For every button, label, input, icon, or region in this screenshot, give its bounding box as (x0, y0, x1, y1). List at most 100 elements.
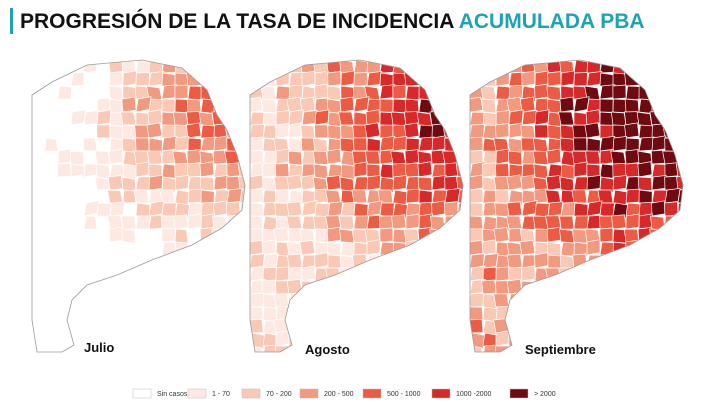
district (161, 319, 178, 336)
district (456, 174, 463, 191)
district (586, 267, 601, 282)
district (677, 97, 683, 113)
district (108, 241, 124, 258)
district (353, 202, 369, 219)
district (392, 319, 409, 334)
district (69, 150, 85, 166)
district (558, 267, 575, 282)
district (133, 293, 150, 308)
district (275, 148, 290, 165)
district (456, 254, 463, 270)
district (650, 266, 666, 282)
district (288, 304, 303, 321)
district (57, 330, 72, 347)
district (649, 110, 666, 126)
district (379, 60, 396, 74)
district (120, 267, 137, 282)
district (250, 188, 264, 204)
district (200, 293, 216, 310)
district (612, 306, 629, 323)
district (662, 241, 679, 256)
district (174, 344, 191, 352)
district (122, 292, 138, 308)
district (188, 359, 203, 373)
district (419, 359, 434, 373)
district (288, 330, 303, 347)
district (32, 71, 46, 87)
district (675, 150, 683, 166)
district (274, 202, 290, 217)
district (96, 83, 111, 100)
district (443, 254, 459, 269)
district (148, 200, 165, 217)
district (70, 109, 86, 126)
district (392, 174, 408, 191)
district (507, 318, 523, 334)
district (573, 161, 588, 178)
district (506, 241, 523, 258)
district (134, 359, 149, 374)
district (135, 202, 151, 219)
district (44, 162, 59, 178)
district (597, 332, 614, 348)
district (68, 96, 85, 113)
district (224, 293, 241, 310)
district (664, 85, 680, 100)
district (200, 306, 216, 323)
district (431, 241, 447, 257)
district (494, 189, 510, 204)
district (314, 109, 330, 126)
district (213, 84, 230, 100)
district (470, 306, 484, 321)
district (573, 96, 590, 113)
district (70, 227, 85, 243)
district (32, 202, 46, 217)
district (300, 124, 316, 140)
district (212, 215, 228, 231)
district (662, 293, 679, 310)
district (546, 241, 562, 258)
district (275, 110, 290, 126)
district (366, 317, 383, 334)
district (161, 266, 176, 282)
district (340, 304, 355, 321)
district (366, 293, 381, 310)
district (677, 280, 683, 295)
district (225, 345, 241, 352)
district (470, 174, 484, 191)
district (42, 72, 59, 87)
district (57, 110, 72, 126)
district (678, 359, 692, 372)
district (638, 293, 654, 310)
district (226, 188, 243, 204)
district (546, 60, 562, 74)
district (70, 60, 86, 74)
district (32, 253, 47, 269)
district (457, 345, 463, 352)
district (70, 330, 85, 347)
district (520, 124, 536, 140)
district (470, 150, 484, 165)
district (326, 226, 342, 243)
district (366, 200, 383, 217)
district (275, 330, 290, 347)
district (494, 202, 510, 217)
district (519, 239, 536, 256)
district (326, 148, 342, 165)
district (325, 175, 342, 191)
district (676, 332, 683, 349)
district (430, 60, 446, 74)
district (339, 137, 355, 153)
district (379, 135, 396, 152)
district (173, 214, 189, 230)
district (161, 215, 176, 230)
district (58, 359, 71, 374)
legend-swatch (431, 388, 451, 399)
district (94, 150, 111, 165)
district (69, 318, 85, 334)
district (122, 319, 139, 335)
district (82, 137, 98, 152)
district (301, 359, 315, 374)
district (250, 253, 265, 269)
district (431, 306, 446, 322)
